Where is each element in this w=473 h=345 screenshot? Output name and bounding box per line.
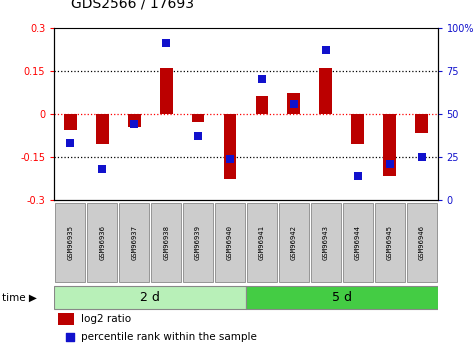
Bar	[160, 68, 173, 114]
Point	[162, 40, 170, 46]
Text: GSM96939: GSM96939	[195, 225, 201, 260]
FancyBboxPatch shape	[279, 203, 309, 282]
Bar	[383, 114, 396, 176]
Text: log2 ratio: log2 ratio	[81, 314, 131, 324]
Text: GDS2566 / 17693: GDS2566 / 17693	[71, 0, 194, 10]
Point	[226, 156, 234, 161]
Text: GSM96936: GSM96936	[99, 225, 105, 260]
FancyBboxPatch shape	[407, 203, 437, 282]
FancyBboxPatch shape	[54, 286, 246, 309]
Point	[66, 335, 73, 340]
Text: GSM96935: GSM96935	[67, 225, 73, 260]
Text: GSM96941: GSM96941	[259, 225, 265, 260]
Text: time ▶: time ▶	[2, 293, 37, 303]
Bar	[255, 96, 268, 114]
Point	[354, 173, 361, 179]
FancyBboxPatch shape	[55, 203, 85, 282]
Bar	[192, 114, 204, 122]
Bar	[96, 114, 109, 144]
Text: GSM96938: GSM96938	[163, 225, 169, 260]
Text: GSM96946: GSM96946	[419, 225, 425, 260]
FancyBboxPatch shape	[246, 286, 438, 309]
Bar	[415, 114, 428, 132]
Bar	[351, 114, 364, 144]
Text: GSM96944: GSM96944	[355, 225, 361, 260]
Bar	[224, 114, 236, 179]
FancyBboxPatch shape	[215, 203, 245, 282]
Point	[98, 166, 106, 172]
Point	[131, 121, 138, 127]
Text: percentile rank within the sample: percentile rank within the sample	[81, 333, 257, 342]
Point	[258, 77, 266, 82]
FancyBboxPatch shape	[247, 203, 277, 282]
Text: GSM96943: GSM96943	[323, 225, 329, 260]
FancyBboxPatch shape	[343, 203, 373, 282]
Point	[322, 47, 330, 53]
Point	[386, 161, 394, 167]
Point	[418, 154, 425, 160]
Text: GSM96942: GSM96942	[291, 225, 297, 260]
Bar	[319, 68, 332, 114]
Text: 5 d: 5 d	[332, 291, 352, 304]
Bar	[58, 313, 74, 325]
Text: 2 d: 2 d	[140, 291, 160, 304]
FancyBboxPatch shape	[119, 203, 149, 282]
Point	[67, 140, 74, 146]
Text: GSM96940: GSM96940	[227, 225, 233, 260]
Point	[290, 101, 298, 106]
FancyBboxPatch shape	[183, 203, 213, 282]
FancyBboxPatch shape	[375, 203, 404, 282]
Bar	[128, 114, 140, 127]
FancyBboxPatch shape	[88, 203, 117, 282]
Text: GSM96945: GSM96945	[386, 225, 393, 260]
Text: GSM96937: GSM96937	[131, 225, 137, 260]
Bar	[64, 114, 77, 130]
FancyBboxPatch shape	[151, 203, 181, 282]
FancyBboxPatch shape	[311, 203, 341, 282]
Bar	[288, 93, 300, 114]
Point	[194, 134, 202, 139]
